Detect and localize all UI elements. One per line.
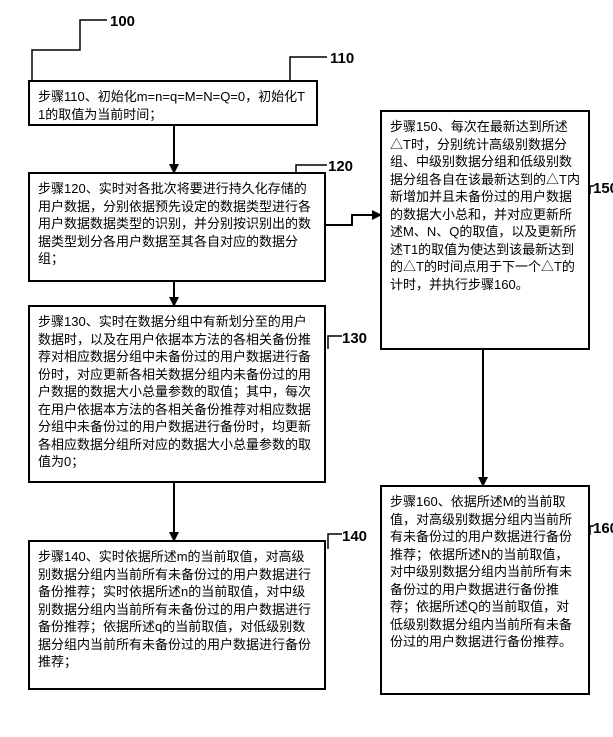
step-160: 步骤160、依据所述M的当前取值，对高级别数据分组内当前所有未备份过的用户数据进… bbox=[380, 485, 590, 695]
label-130: 130 bbox=[342, 330, 367, 347]
step-130: 步骤130、实时在数据分组中有新划分至的用户数据时，以及在用户依据本方法的各相关… bbox=[28, 305, 326, 483]
step-120: 步骤120、实时对各批次将要进行持久化存储的用户数据，分别依据预先设定的数据类型… bbox=[28, 172, 326, 282]
step-110: 步骤110、初始化m=n=q=M=N=Q=0，初始化T1的取值为当前时间； bbox=[28, 80, 318, 126]
step-130-text: 步骤130、实时在数据分组中有新划分至的用户数据时，以及在用户依据本方法的各相关… bbox=[38, 314, 311, 469]
step-140: 步骤140、实时依据所述m的当前取值，对高级别数据分组内当前所有未备份过的用户数… bbox=[28, 540, 326, 690]
step-150-text: 步骤150、每次在最新达到所述△T时，分别统计高级别数据分组、中级别数据分组和低… bbox=[390, 119, 580, 292]
label-140: 140 bbox=[342, 528, 367, 545]
step-150: 步骤150、每次在最新达到所述△T时，分别统计高级别数据分组、中级别数据分组和低… bbox=[380, 110, 590, 350]
label-160: 160 bbox=[593, 520, 613, 537]
label-150: 150 bbox=[593, 180, 613, 197]
label-100: 100 bbox=[110, 13, 135, 30]
step-160-text: 步骤160、依据所述M的当前取值，对高级别数据分组内当前所有未备份过的用户数据进… bbox=[390, 494, 572, 649]
flowchart-stage: 100 步骤110、初始化m=n=q=M=N=Q=0，初始化T1的取值为当前时间… bbox=[0, 0, 613, 737]
step-120-text: 步骤120、实时对各批次将要进行持久化存储的用户数据，分别依据预先设定的数据类型… bbox=[38, 181, 311, 266]
step-140-text: 步骤140、实时依据所述m的当前取值，对高级别数据分组内当前所有未备份过的用户数… bbox=[38, 549, 311, 669]
label-120: 120 bbox=[328, 158, 353, 175]
label-110: 110 bbox=[330, 50, 354, 67]
step-110-text: 步骤110、初始化m=n=q=M=N=Q=0，初始化T1的取值为当前时间； bbox=[38, 89, 305, 122]
